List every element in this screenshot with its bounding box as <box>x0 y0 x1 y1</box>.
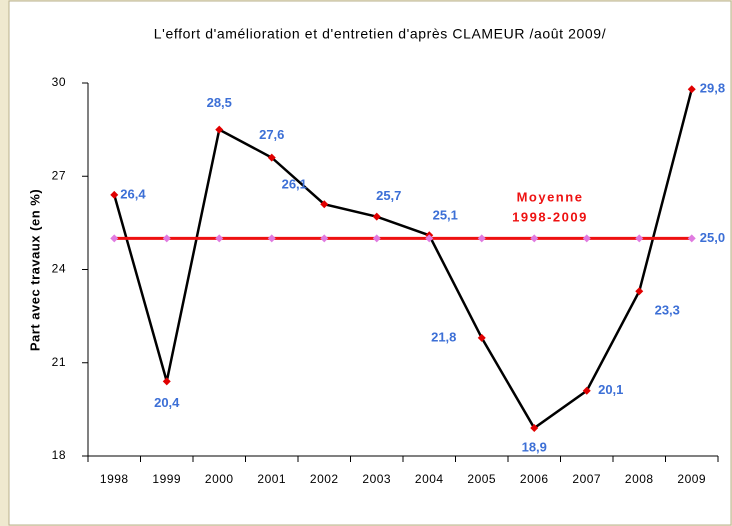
value-label: 23,3 <box>655 303 680 318</box>
marker <box>372 212 381 221</box>
y-tick-label: 21 <box>52 355 66 369</box>
value-label: 20,4 <box>154 395 180 410</box>
marker <box>110 234 119 243</box>
x-tick-label: 2006 <box>520 472 549 486</box>
annotation: 1998-2009 <box>512 209 588 224</box>
marker <box>215 234 224 243</box>
marker <box>320 234 329 243</box>
marker <box>477 234 486 243</box>
y-tick-label: 18 <box>52 448 66 462</box>
marker <box>425 234 434 243</box>
chart-panel <box>8 0 732 526</box>
y-tick-label: 24 <box>52 262 66 276</box>
marker <box>530 424 539 433</box>
value-label: 20,1 <box>598 382 623 397</box>
value-label: 26,4 <box>120 186 146 201</box>
marker <box>530 234 539 243</box>
marker <box>582 386 591 395</box>
value-label: 29,8 <box>700 81 725 96</box>
value-label: 25,0 <box>700 230 725 245</box>
annotation: Moyenne <box>517 189 584 204</box>
marker <box>267 234 276 243</box>
marker <box>110 190 119 199</box>
y-tick-label: 27 <box>52 168 66 182</box>
x-tick-label: 2008 <box>625 472 654 486</box>
marker <box>372 234 381 243</box>
x-tick-label: 2003 <box>362 472 391 486</box>
x-tick-label: 2001 <box>257 472 286 486</box>
marker <box>320 200 329 209</box>
chart-title: L'effort d'amélioration et d'entretien d… <box>154 26 606 42</box>
value-label: 25,7 <box>376 188 401 203</box>
x-tick-label: 2004 <box>415 472 444 486</box>
x-tick-label: 2009 <box>677 472 706 486</box>
marker <box>162 377 171 386</box>
value-label: 18,9 <box>522 439 547 454</box>
marker <box>162 234 171 243</box>
value-label: 26,1 <box>282 177 307 192</box>
marker <box>267 153 276 162</box>
x-tick-label: 1998 <box>100 472 129 486</box>
marker <box>582 234 591 243</box>
value-label: 27,6 <box>259 127 284 142</box>
x-tick-label: 2005 <box>467 472 496 486</box>
marker <box>635 287 644 296</box>
marker <box>635 234 644 243</box>
data-line <box>113 88 693 430</box>
marker <box>477 333 486 342</box>
x-tick-label: 2000 <box>205 472 234 486</box>
value-label: 21,8 <box>431 329 456 344</box>
marker <box>215 125 224 134</box>
x-tick-label: 2007 <box>572 472 601 486</box>
x-tick-label: 2002 <box>310 472 339 486</box>
value-label: 28,5 <box>207 95 232 110</box>
marker <box>687 85 696 94</box>
x-tick-label: 1999 <box>152 472 181 486</box>
value-label: 25,1 <box>433 208 458 223</box>
y-tick-label: 30 <box>52 75 66 89</box>
marker <box>687 234 696 243</box>
y-axis-label: Part avec travaux (en %) <box>27 189 42 351</box>
